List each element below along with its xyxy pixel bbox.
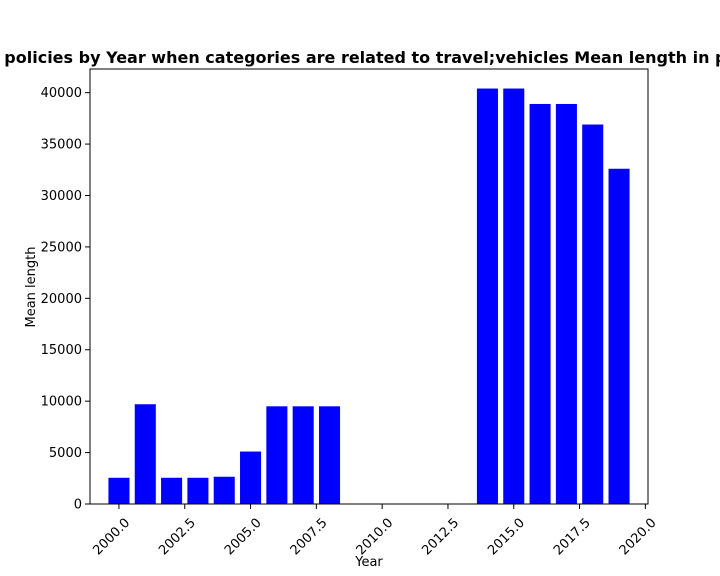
y-tick-label: 10000 <box>41 395 82 410</box>
bar-2017 <box>555 103 577 504</box>
bar-2014 <box>476 88 498 505</box>
bar-2000 <box>108 477 130 504</box>
y-tick-label: 35000 <box>41 138 82 153</box>
y-tick-label: 5000 <box>49 446 82 461</box>
y-tick-label: 0 <box>74 498 82 513</box>
bar-2008 <box>318 406 341 504</box>
y-tick-label: 30000 <box>41 189 82 204</box>
x-tick-label: 2010.0 <box>354 516 397 559</box>
chart-title: Mean length in privacy policies by Year … <box>0 48 720 67</box>
bar-2001 <box>134 404 156 504</box>
x-tick-label: 2002.5 <box>156 516 199 559</box>
bar-2016 <box>529 103 551 504</box>
bar-2018 <box>582 124 604 504</box>
bar-2006 <box>266 406 288 504</box>
bar-2015 <box>503 88 525 505</box>
bar-2005 <box>240 451 262 504</box>
bar-2019 <box>608 168 630 504</box>
bar-2004 <box>213 476 235 504</box>
x-tick-label: 2005.0 <box>222 516 265 559</box>
x-tick-label: 2015.0 <box>485 516 528 559</box>
bars-group <box>108 88 630 505</box>
y-tick-label: 20000 <box>41 292 82 307</box>
x-tick-label: 2007.5 <box>288 516 331 559</box>
plot-frame <box>89 68 649 505</box>
y-axis-label: Mean length <box>24 247 39 328</box>
bar-2007 <box>292 406 314 504</box>
x-tick-label: 2000.0 <box>90 516 133 559</box>
y-axis-ticks: 0 5000 10000 15000 20000 25000 30000 35000 40000 <box>41 86 90 513</box>
bar-2002 <box>161 477 183 504</box>
x-tick-label: 2020.0 <box>617 516 660 559</box>
y-tick-label: 15000 <box>41 343 82 358</box>
x-axis-ticks: 2000.0 2002.5 2005.0 2007.5 2010.0 2012.5 2015… <box>90 504 660 559</box>
x-tick-label: 2017.5 <box>551 516 594 559</box>
bar-2003 <box>187 477 209 504</box>
x-axis-label: Year <box>354 555 383 570</box>
x-tick-label: 2012.5 <box>419 516 462 559</box>
y-tick-label: 25000 <box>41 240 82 255</box>
y-tick-label: 40000 <box>41 86 82 101</box>
